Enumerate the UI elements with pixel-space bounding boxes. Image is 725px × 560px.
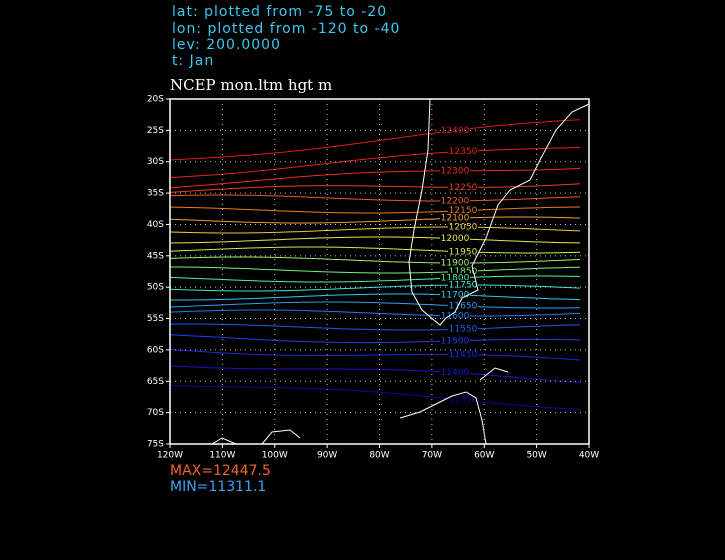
contour-line (169, 348, 581, 361)
contour-label: 12400 (441, 126, 470, 136)
contour-label-bg (440, 257, 470, 268)
y-tick-label: 50S (147, 283, 164, 293)
y-tick-label: 45S (147, 251, 164, 261)
contour-line (169, 236, 581, 244)
min-label: MIN=11311.1 (170, 479, 266, 495)
contour-label: 11550 (449, 325, 478, 335)
plot-frame (169, 98, 590, 445)
contour-line (169, 119, 581, 161)
contour-line (169, 167, 581, 189)
y-tick-label: 70S (147, 408, 164, 418)
header-line: lev: 200.0000 (172, 37, 281, 53)
contour-line (169, 385, 581, 410)
contour-label-bg (448, 394, 478, 405)
contour-label: 12100 (441, 214, 470, 224)
contour-label: 11700 (441, 290, 470, 300)
contour-label-bg (440, 272, 470, 283)
contour-line (169, 365, 581, 384)
max-label: MAX=12447.5 (170, 463, 271, 479)
contour-label: 11450 (449, 350, 478, 360)
contour-line (169, 256, 581, 264)
contour-label-bg (448, 280, 478, 291)
contour-label: 12000 (441, 234, 470, 244)
y-tick-label: 75S (147, 440, 164, 450)
chart-title: NCEP mon.ltm hgt m (170, 76, 332, 94)
y-tick-label: 55S (147, 314, 164, 324)
contour-label-bg (448, 182, 478, 193)
contour-label: 11850 (449, 267, 478, 277)
contour-label: 11400 (441, 368, 470, 378)
contour-label-bg (440, 233, 470, 244)
contour-label-bg (440, 289, 470, 300)
contour-line (169, 146, 581, 178)
contour-label: 11350 (449, 395, 478, 405)
y-tick-label: 35S (147, 189, 164, 199)
header-line: lat: plotted from -75 to -20 (172, 4, 387, 20)
x-tick-label: 120W (157, 451, 183, 461)
contour-label-bg (448, 349, 478, 360)
contour-label: 12250 (449, 183, 478, 193)
contour-label-bg (448, 205, 478, 216)
header-line: lon: plotted from -120 to -40 (172, 21, 400, 37)
contour-label: 12300 (441, 166, 470, 176)
coastline (408, 98, 590, 326)
contour-label: 11600 (441, 311, 470, 321)
contour-label-bg (448, 222, 478, 233)
contour-label-bg (440, 213, 470, 224)
contour-line (169, 323, 581, 331)
contour-line (170, 266, 581, 274)
contour-line (169, 309, 581, 317)
contour-label-bg (440, 195, 470, 206)
y-tick-label: 25S (147, 126, 164, 136)
contour-label-bg (440, 310, 470, 321)
contour-label: 11650 (449, 302, 478, 312)
y-tick-label: 65S (147, 377, 164, 387)
y-tick-label: 20S (147, 95, 164, 105)
y-tick-label: 30S (147, 157, 164, 167)
contour-label: 12150 (449, 206, 478, 216)
contour-label: 11900 (441, 258, 470, 268)
x-tick-label: 90W (317, 451, 337, 461)
contour-label: 11750 (449, 281, 478, 291)
contour-label: 12350 (449, 147, 478, 157)
contour-line (169, 194, 581, 202)
header-line: t: Jan (172, 53, 214, 69)
x-tick-label: 70W (422, 451, 442, 461)
contour-line (169, 206, 581, 214)
x-tick-label: 100W (262, 451, 288, 461)
x-tick-label: 60W (474, 451, 494, 461)
y-tick-label: 60S (147, 345, 164, 355)
contour-line (169, 216, 581, 224)
contour-line (169, 334, 581, 344)
contour-line (169, 301, 581, 309)
contour-line (169, 275, 581, 283)
contour-line (169, 246, 581, 254)
contour-label-bg (440, 367, 470, 378)
contour-label-bg (448, 146, 478, 157)
x-tick-label: 80W (369, 451, 389, 461)
contour-label: 12050 (449, 223, 478, 233)
y-tick-label: 40S (147, 220, 164, 230)
contour-label: 11500 (441, 336, 470, 346)
contour-label-bg (448, 324, 478, 335)
contour-label: 12200 (441, 196, 470, 206)
contour-label-bg (440, 335, 470, 346)
contour-label-bg (440, 165, 470, 176)
x-tick-label: 40W (579, 451, 599, 461)
contour-label: 11800 (441, 273, 470, 283)
x-tick-label: 50W (526, 451, 546, 461)
contour-label-bg (448, 246, 478, 257)
plot-area: 12400 12350 12300 12250 12200121501210012050… (147, 95, 599, 461)
coastline (211, 367, 509, 445)
contour-label: 11950 (449, 247, 478, 257)
contour-label-bg (448, 266, 478, 277)
contour-line (169, 226, 581, 234)
contour-line (169, 183, 581, 193)
x-tick-label: 110W (209, 451, 235, 461)
contour-line (170, 293, 581, 301)
contour-label-bg (448, 301, 478, 312)
